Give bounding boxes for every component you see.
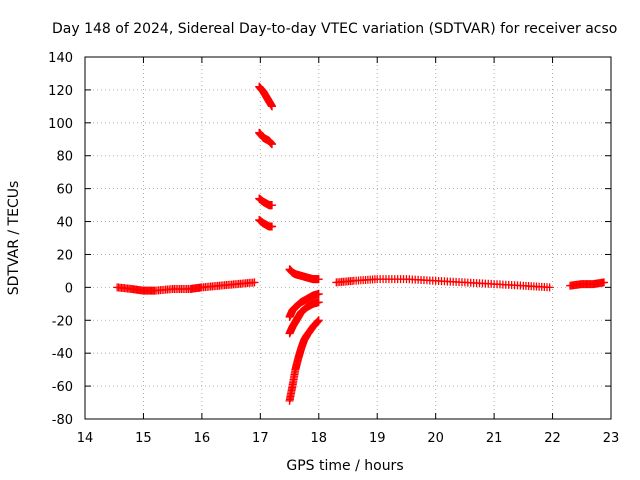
series-arc-1 [113,278,259,295]
axis-ticks: 14 15 16 17 18 19 20 21 22 23 -80 -60 -40 -20 0 20 40 60 8… [48,51,619,446]
y-tick-label: 120 [48,84,73,99]
y-tick-label: -60 [52,380,73,395]
chart-title: Day 148 of 2024, Sidereal Day-to-day VTE… [52,21,617,37]
x-tick-label: 18 [311,431,328,446]
series-arc-10 [332,275,554,292]
y-tick-label: 80 [56,150,73,165]
data-point [268,201,277,210]
series-arc-4 [255,194,277,210]
x-tick-label: 21 [486,431,503,446]
x-tick-label: 22 [544,431,561,446]
series-arc-8 [285,298,323,338]
data-point [268,102,277,111]
x-tick-label: 17 [252,431,269,446]
grid [85,57,611,419]
data-point [268,140,277,149]
y-tick-label: -80 [52,413,73,428]
x-tick-label: 16 [194,431,211,446]
series-arc-9 [285,316,323,405]
x-axis-label: GPS time / hours [286,458,403,474]
x-tick-label: 19 [369,431,386,446]
y-tick-label: 100 [48,117,73,132]
y-tick-label: -20 [52,314,73,329]
data-point [314,275,323,284]
data-point [314,289,323,298]
y-tick-label: 140 [48,51,73,66]
data-points [113,82,608,405]
y-tick-label: -40 [52,347,73,362]
y-tick-label: 60 [56,183,73,198]
y-tick-label: 20 [56,248,73,263]
x-tick-label: 15 [135,431,152,446]
series-arc-6 [285,265,323,284]
x-tick-label: 14 [77,431,94,446]
y-tick-label: 40 [56,216,73,231]
data-point [268,222,277,231]
y-axis-label: SDTVAR / TECUs [6,181,22,296]
data-point [545,283,554,292]
data-point [599,278,608,287]
series-arc-3 [255,128,277,149]
data-point [314,298,323,307]
data-point [250,278,259,287]
series-arc-7 [285,289,323,321]
series-arc-2 [255,82,277,111]
data-point [314,316,323,325]
plot-frame [84,56,612,420]
y-tick-label: 0 [65,281,73,296]
x-tick-label: 23 [603,431,620,446]
series-arc-5 [255,215,277,231]
x-tick-label: 20 [427,431,444,446]
series-arc-11 [566,278,608,290]
